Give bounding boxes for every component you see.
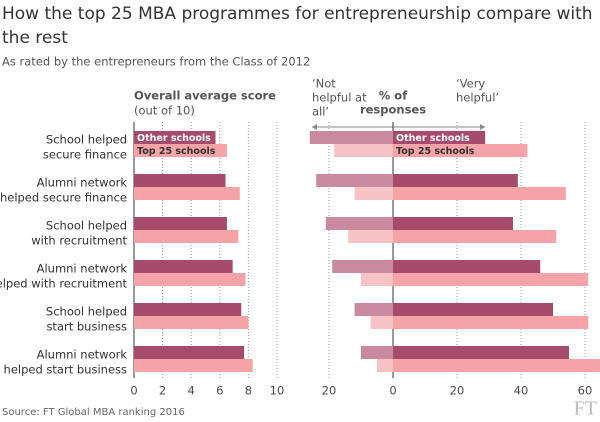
x-tick-label: 6 [216, 384, 223, 398]
title-line: the rest [2, 28, 68, 48]
bar-negative [354, 303, 393, 316]
bar [393, 303, 553, 316]
axis-subtitle: (out of 10) [134, 104, 195, 118]
bar-negative [334, 144, 393, 157]
axis-title: Overall average score [134, 89, 276, 103]
bar [393, 230, 557, 243]
legend-label: Other schools [396, 133, 470, 144]
x-tick-label: 8 [245, 384, 252, 398]
category-label: with recruitment [31, 234, 127, 248]
title-line: How the top 25 MBA programmes for entrep… [2, 4, 593, 24]
bar-negative [348, 230, 393, 243]
legend-label: Other schools [137, 133, 211, 144]
category-label: School helped [46, 305, 127, 319]
legend-label: Top 25 schools [396, 146, 475, 157]
bar [134, 316, 249, 329]
bar [134, 273, 246, 286]
x-tick-label: 60 [578, 384, 593, 398]
x-tick-label: 20 [322, 384, 337, 398]
bar [134, 260, 233, 273]
arrow-head [312, 124, 317, 130]
category-label: School helped [46, 219, 127, 233]
bar [134, 144, 227, 157]
bar [134, 131, 216, 144]
bar-negative [316, 174, 393, 187]
bar [134, 359, 253, 372]
x-tick-label: 0 [389, 384, 396, 398]
x-tick-label: 0 [130, 384, 137, 398]
subtitle: As rated by the entrepreneurs from the C… [2, 55, 310, 69]
bar [393, 174, 518, 187]
bar [393, 346, 569, 359]
category-label: secure finance [43, 148, 127, 162]
arrow-head [480, 124, 485, 130]
logo: FT [574, 398, 597, 420]
category-label: Alumni network [37, 262, 128, 276]
bar-negative [361, 273, 393, 286]
bar-negative [370, 316, 393, 329]
category-label: helped start business [4, 363, 127, 377]
x-tick-label: 2 [159, 384, 166, 398]
annotation: ‘Not [312, 77, 336, 91]
bar-negative [377, 359, 393, 372]
bar [393, 131, 486, 144]
bar [134, 217, 227, 230]
annotation: helpful at [312, 91, 367, 105]
bar-negative [325, 217, 393, 230]
bar-negative [309, 131, 393, 144]
annotation: helpful’ [456, 91, 499, 105]
bar [134, 303, 242, 316]
bar [134, 174, 226, 187]
x-tick-label: 40 [514, 384, 529, 398]
bar [134, 230, 239, 243]
bar [393, 359, 600, 372]
bar [393, 316, 589, 329]
bar [134, 346, 245, 359]
source: Source: FT Global MBA ranking 2016 [2, 407, 185, 418]
bar-negative [354, 187, 393, 200]
axis-title: responses [360, 103, 426, 117]
bar [393, 144, 528, 157]
bar [393, 217, 513, 230]
axis-title: % of [379, 89, 408, 103]
category-label: Alumni network [37, 176, 128, 190]
annotation: all’ [312, 105, 329, 119]
category-label: Alumni network [37, 348, 128, 362]
category-label: helped secure finance [0, 191, 127, 205]
legend-label: Top 25 schools [137, 146, 216, 157]
bar [393, 260, 541, 273]
x-tick-label: 4 [188, 384, 195, 398]
bar-negative [361, 346, 393, 359]
x-tick-label: 20 [450, 384, 465, 398]
annotation: ‘Very [456, 77, 485, 91]
bar [393, 273, 589, 286]
bar-negative [332, 260, 393, 273]
category-label: helped with recruitment [0, 277, 127, 291]
x-tick-label: 10 [270, 384, 285, 398]
category-label: start business [46, 320, 127, 334]
category-label: School helped [46, 133, 127, 147]
bar [134, 187, 240, 200]
bar [393, 187, 566, 200]
